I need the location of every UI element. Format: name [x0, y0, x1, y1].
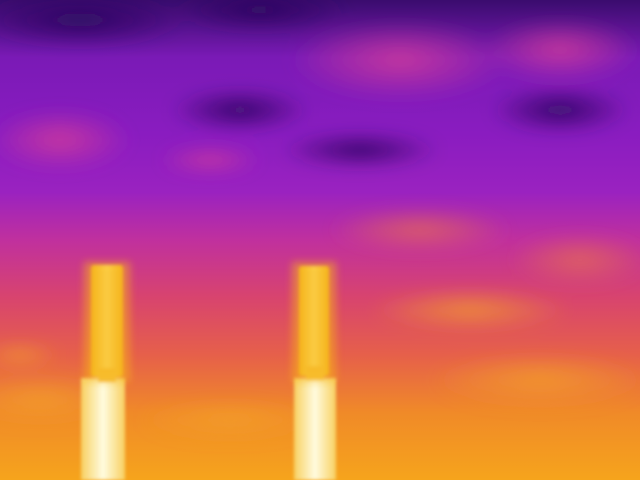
- heat-glow: [84, 262, 336, 382]
